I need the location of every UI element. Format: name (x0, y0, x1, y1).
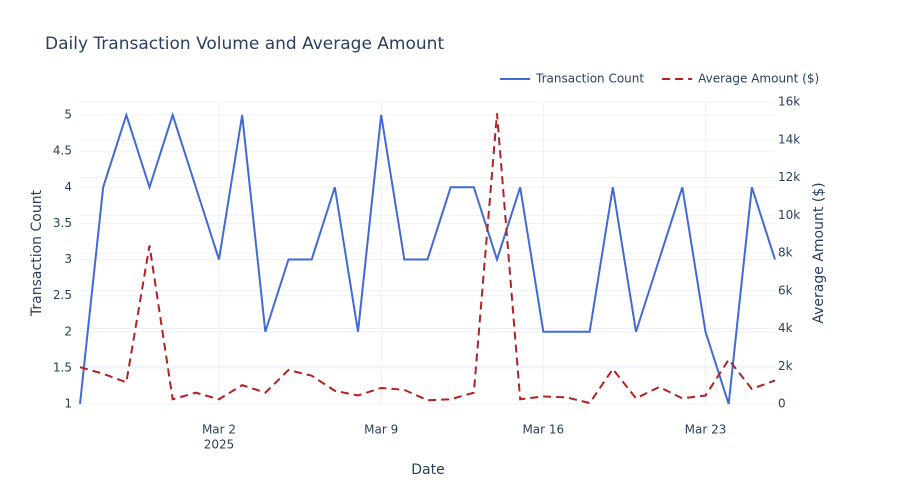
x-tick-year: 2025 (204, 438, 235, 452)
y-tick-label: 3 (64, 252, 72, 266)
y-tick-label: 2.5 (53, 288, 72, 302)
y-tick-label: 1 (64, 397, 72, 411)
x-tick-label: Mar 16 (522, 423, 564, 437)
y2-tick-label: 14k (778, 132, 800, 146)
y-tick-label: 4.5 (53, 144, 72, 158)
y-tick-label: 1.5 (53, 360, 72, 374)
series-line (79, 111, 776, 405)
y2-tick-label: 16k (778, 95, 800, 109)
y2-tick-label: 4k (778, 321, 793, 335)
y2-tick-label: 10k (778, 208, 800, 222)
x-axis-label: Date (411, 462, 444, 478)
legend-label: Average Amount ($) (698, 72, 819, 86)
chart-title: Daily Transaction Volume and Average Amo… (45, 34, 444, 54)
y2-tick-label: 6k (778, 283, 793, 297)
x-tick-label: Mar 2 (202, 423, 236, 437)
y2-axis-label: Average Amount ($) (811, 182, 827, 323)
y-tick-label: 3.5 (53, 216, 72, 230)
series-line (79, 113, 776, 405)
x-tick-label: Mar 9 (364, 423, 398, 437)
y-tick-label: 4 (64, 180, 72, 194)
y2-tick-label: 0 (778, 397, 786, 411)
legend-label: Transaction Count (535, 72, 644, 86)
y-tick-label: 2 (64, 324, 72, 338)
y2-tick-label: 8k (778, 246, 793, 260)
y2-tick-label: 12k (778, 170, 800, 184)
y-axis-label: Transaction Count (29, 189, 45, 317)
y-tick-label: 5 (64, 108, 72, 122)
y2-tick-label: 2k (778, 359, 793, 373)
x-tick-label: Mar 23 (685, 423, 727, 437)
